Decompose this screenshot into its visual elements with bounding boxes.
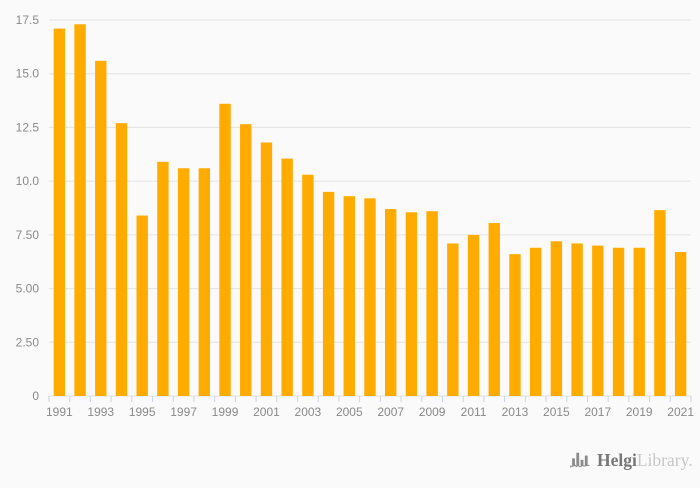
- svg-text:7.50: 7.50: [16, 228, 40, 242]
- svg-text:2009: 2009: [419, 405, 446, 419]
- svg-text:2003: 2003: [295, 405, 322, 419]
- svg-text:5.00: 5.00: [16, 282, 40, 296]
- svg-text:1993: 1993: [87, 405, 114, 419]
- svg-text:2021: 2021: [667, 405, 694, 419]
- svg-text:0: 0: [32, 389, 39, 403]
- svg-text:2011: 2011: [461, 405, 487, 419]
- svg-text:15.0: 15.0: [16, 67, 40, 81]
- svg-text:10.0: 10.0: [16, 174, 40, 188]
- svg-text:2005: 2005: [336, 405, 363, 419]
- svg-text:2001: 2001: [253, 405, 280, 419]
- svg-text:2019: 2019: [626, 405, 653, 419]
- svg-text:2017: 2017: [584, 405, 611, 419]
- svg-text:2.50: 2.50: [16, 335, 40, 349]
- svg-text:17.5: 17.5: [16, 13, 40, 27]
- svg-text:1991: 1991: [46, 405, 73, 419]
- svg-text:2013: 2013: [502, 405, 529, 419]
- svg-text:1999: 1999: [212, 405, 239, 419]
- svg-text:2015: 2015: [543, 405, 570, 419]
- svg-text:2007: 2007: [377, 405, 404, 419]
- svg-text:1997: 1997: [170, 405, 197, 419]
- svg-text:1995: 1995: [129, 405, 156, 419]
- svg-text:12.5: 12.5: [16, 120, 40, 134]
